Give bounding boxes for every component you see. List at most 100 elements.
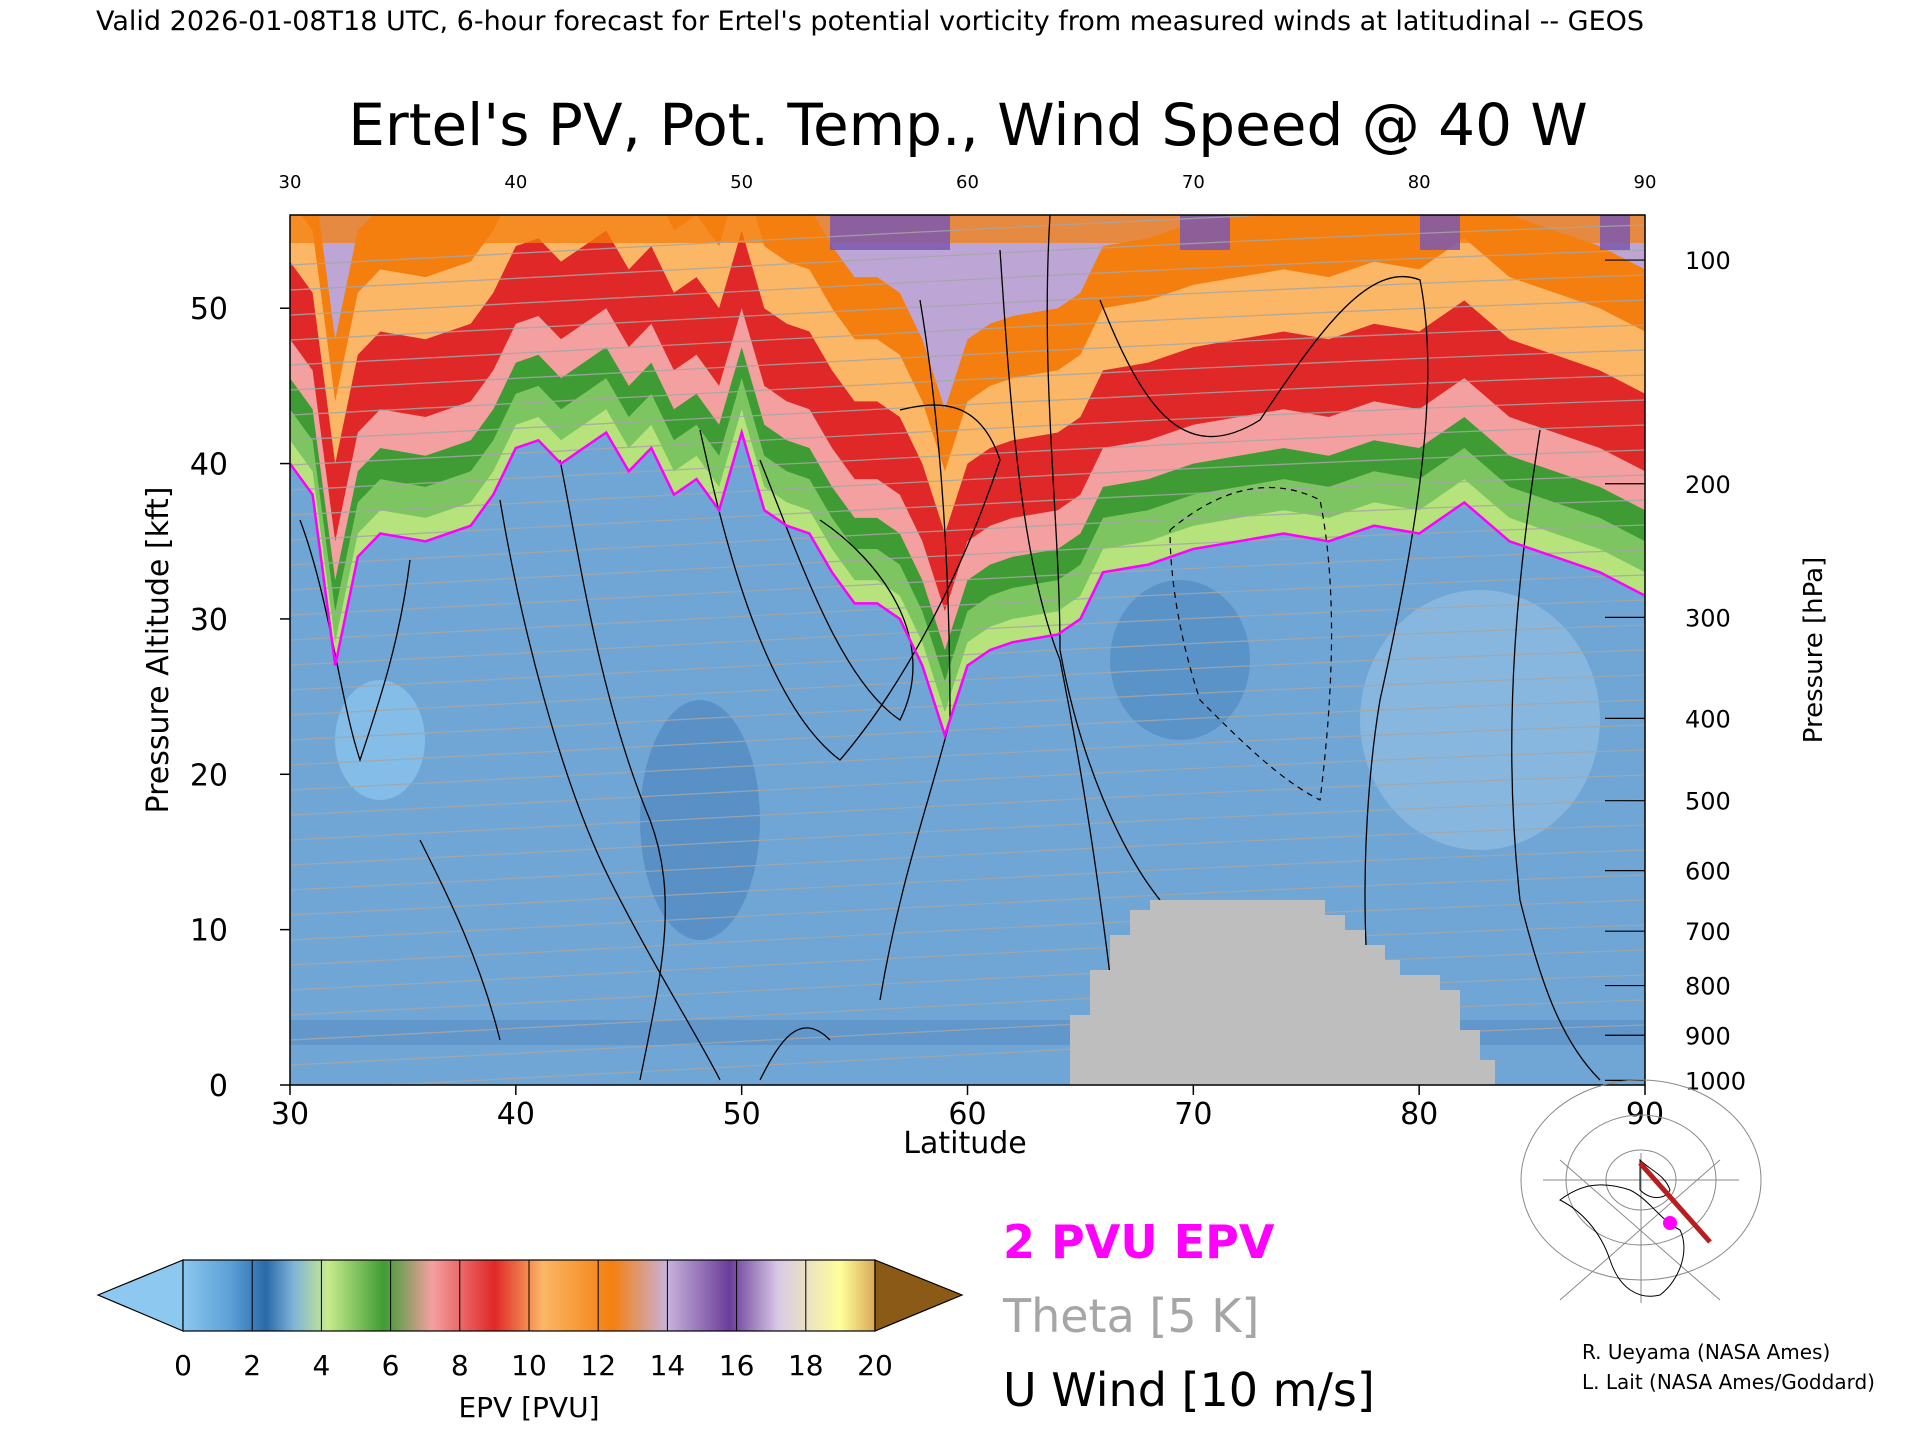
top-tick-label: 60 xyxy=(956,172,979,193)
pressure-tick-label: 200 xyxy=(1685,471,1731,499)
y-tick-label: 0 xyxy=(209,1069,228,1104)
theta-contour xyxy=(290,224,1645,291)
y-axis-label-right: Pressure [hPa] xyxy=(1799,557,1829,744)
u-wind-negative-contour xyxy=(1169,486,1333,801)
u-wind-contour xyxy=(699,404,1001,761)
top-tick-label: 30 xyxy=(279,172,302,193)
theta-contour xyxy=(290,624,1645,691)
top-tick-label: 90 xyxy=(1634,172,1657,193)
tropo-light-patch xyxy=(1360,590,1600,850)
theta-contour xyxy=(290,349,1645,416)
inset-map xyxy=(1520,1079,1762,1303)
pv-field xyxy=(290,215,1645,1085)
theta-contour xyxy=(290,449,1645,516)
pressure-tick-label: 300 xyxy=(1685,604,1731,632)
x-tick-label: 50 xyxy=(723,1097,761,1132)
y-tick-label: 30 xyxy=(190,603,228,638)
inset-map-grid xyxy=(1520,1079,1762,1303)
colorbar-tick-label: 8 xyxy=(451,1349,469,1382)
top-tick-label: 70 xyxy=(1182,172,1205,193)
pressure-tick-label: 900 xyxy=(1685,1022,1731,1050)
tropo-dark-patch xyxy=(1110,580,1250,740)
u-wind-contour xyxy=(1046,215,1161,901)
u-wind-contour xyxy=(759,1027,831,1081)
top-axis: 30 40 50 60 70 80 90 xyxy=(279,172,1657,193)
y-tick-label: 40 xyxy=(190,448,228,483)
theta-contour xyxy=(290,799,1645,866)
pressure-tick-label: 500 xyxy=(1685,788,1731,816)
theta-contour xyxy=(290,824,1645,891)
pressure-tick-label: 800 xyxy=(1685,973,1731,1001)
theta-contour xyxy=(290,474,1645,541)
theta-contour xyxy=(290,574,1645,641)
pressure-tick-label: 400 xyxy=(1685,705,1731,733)
x-tick-label: 40 xyxy=(497,1097,535,1132)
theta-contour xyxy=(290,774,1645,841)
forecast-header: Valid 2026-01-08T18 UTC, 6-hour forecast… xyxy=(96,6,1644,37)
pv-band xyxy=(1600,215,1630,250)
top-tick-label: 80 xyxy=(1408,172,1431,193)
pressure-tick-label: 1000 xyxy=(1685,1067,1746,1095)
theta-contour xyxy=(290,724,1645,791)
tropo-light-patch xyxy=(335,680,425,800)
theta-contour xyxy=(290,249,1645,316)
theta-contour xyxy=(290,299,1645,366)
y-axis-kft: 0 10 20 30 40 50 xyxy=(190,292,290,1104)
y-axis-pressure: 100 200 300 400 500 600 700 800 900 1000 xyxy=(1605,247,1746,1095)
theta-contour xyxy=(290,524,1645,591)
pressure-tick-label: 100 xyxy=(1685,247,1731,275)
u-wind-contour xyxy=(499,499,721,1081)
u-wind-contour xyxy=(1511,429,1601,1081)
theta-contour xyxy=(290,899,1645,966)
x-tick-label: 70 xyxy=(1174,1097,1212,1132)
inset-map-coastline xyxy=(1559,1184,1685,1297)
theta-contour xyxy=(290,874,1645,941)
u-wind-contour xyxy=(879,299,951,1001)
colorbar-tick-label: 6 xyxy=(382,1349,400,1382)
legend-2pvu: 2 PVU EPV xyxy=(1003,1215,1275,1269)
theta-contour xyxy=(290,215,1283,266)
chart-title: Ertel's PV, Pot. Temp., Wind Speed @ 40 … xyxy=(348,91,1588,159)
colorbar-tick-label: 10 xyxy=(511,1349,547,1382)
theta-contour xyxy=(290,749,1645,816)
u-wind-contour xyxy=(299,519,411,763)
pv-band xyxy=(318,215,1645,410)
theta-contour xyxy=(290,324,1645,391)
pv-band xyxy=(301,215,1645,472)
u-wind-negative-contours xyxy=(1169,486,1333,801)
top-tick-label: 50 xyxy=(730,172,753,193)
colorbar-tick-label: 14 xyxy=(650,1349,686,1382)
stratosphere-bands xyxy=(290,215,1645,736)
theta-contour xyxy=(290,599,1645,666)
u-wind-contour xyxy=(559,459,666,1081)
tropo-dark-patch xyxy=(640,700,760,940)
pv-colorbar: 0 2 4 6 8 10 12 14 16 18 20 EPV [PVU] xyxy=(96,1259,964,1424)
terrain-mask xyxy=(1070,900,1495,1085)
inset-map-cross-section-path xyxy=(1638,1161,1712,1244)
colorbar-tick-label: 18 xyxy=(788,1349,824,1382)
y-tick-label: 20 xyxy=(190,758,228,793)
inset-map-greenland xyxy=(1639,1158,1671,1198)
legend-theta: Theta [5 K] xyxy=(1002,1289,1259,1343)
colorbar-high-arrow xyxy=(874,1259,964,1332)
colorbar-tick-label: 0 xyxy=(174,1349,192,1382)
legend-u-wind: U Wind [10 m/s] xyxy=(1003,1363,1375,1417)
pressure-tick-label: 700 xyxy=(1685,918,1731,946)
u-wind-contour xyxy=(419,839,501,1041)
x-tick-label: 60 xyxy=(948,1097,986,1132)
pv-band xyxy=(1180,215,1230,250)
theta-contour xyxy=(290,674,1645,741)
pv-band xyxy=(830,215,950,250)
x-tick-label: 80 xyxy=(1400,1097,1438,1132)
theta-contour xyxy=(290,274,1645,341)
u-wind-contour xyxy=(999,249,1121,1061)
inset-map-location-marker xyxy=(1663,1216,1677,1230)
x-axis: 30 40 50 60 70 80 90 xyxy=(271,1085,1664,1132)
theta-contour xyxy=(290,924,1645,991)
theta-contour xyxy=(290,949,1645,1016)
credit-line-1: R. Ueyama (NASA Ames) xyxy=(1582,1340,1830,1364)
colorbar-ticks: 0 2 4 6 8 10 12 14 16 18 20 xyxy=(174,1260,893,1382)
credit-line-2: L. Lait (NASA Ames/Goddard) xyxy=(1582,1370,1875,1394)
x-tick-label: 30 xyxy=(271,1097,309,1132)
